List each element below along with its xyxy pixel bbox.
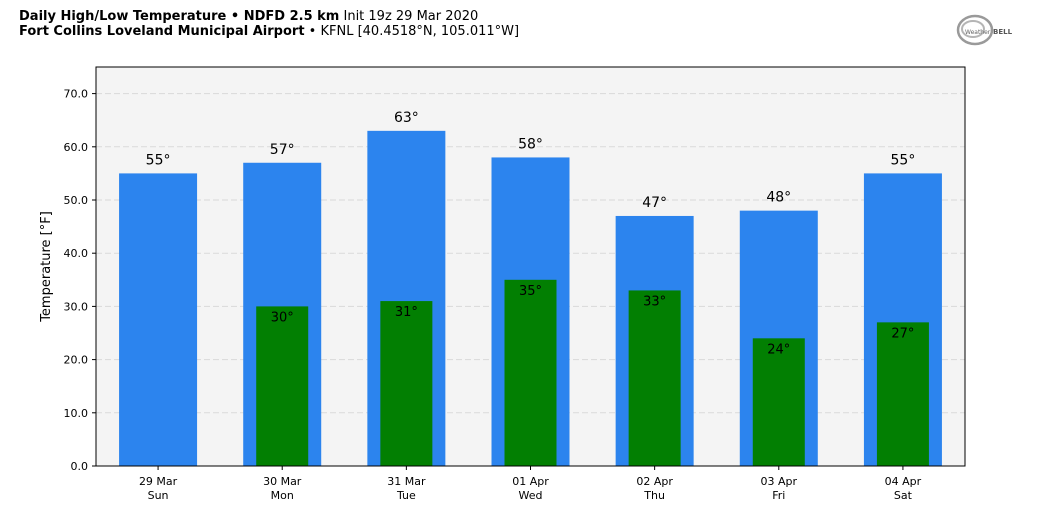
high-temp-bar [119, 173, 198, 466]
y-tick-label: 70.0 [64, 88, 89, 101]
x-tick-weekday: Fri [772, 489, 785, 502]
high-temp-label: 55° [146, 152, 171, 168]
y-axis: 0.0 10.0 20.0 30.0 40.0 50.0 60.0 70.0 [64, 88, 96, 473]
chart-header: Daily High/Low Temperature • NDFD 2.5 km… [19, 9, 519, 39]
x-tick-weekday: Sun [148, 489, 169, 502]
low-temp-label: 33° [643, 294, 666, 309]
y-tick-label: 0.0 [71, 460, 89, 473]
low-temp-label: 31° [395, 305, 418, 320]
x-tick-weekday: Mon [271, 489, 294, 502]
x-tick-date: 31 Mar [387, 475, 426, 488]
x-tick-date: 29 Mar [139, 475, 178, 488]
x-tick-date: 02 Apr [636, 475, 673, 488]
low-temp-label: 27° [891, 326, 914, 341]
low-temp-bar [380, 301, 433, 466]
x-tick-weekday: Tue [396, 489, 416, 502]
low-temp-bar [752, 338, 805, 466]
low-temp-label: 24° [767, 342, 790, 357]
y-tick-label: 60.0 [64, 141, 89, 154]
low-temp-label: 30° [271, 310, 294, 325]
low-temp-label: 35° [519, 284, 542, 299]
y-tick-label: 20.0 [64, 354, 89, 367]
low-temp-bar [256, 306, 309, 466]
logo-ring-outer [956, 14, 994, 46]
y-tick-label: 30.0 [64, 300, 89, 313]
x-tick-date: 30 Mar [263, 475, 302, 488]
data-labels: 55° 57° 30° 63° 31° 58° 35° 47° 33° 48° 24° 55° 27° [146, 110, 916, 357]
init-time: Init 19z 29 Mar 2020 [343, 9, 479, 24]
y-tick-label: 50.0 [64, 194, 89, 207]
x-tick-date: 04 Apr [885, 475, 922, 488]
high-temp-label: 55° [891, 152, 916, 168]
y-tick-label: 10.0 [64, 407, 89, 420]
x-tick-weekday: Sat [894, 489, 913, 502]
logo-ring-inner [961, 20, 985, 38]
high-temp-label: 47° [642, 195, 667, 211]
logo-text-right: BELL [993, 28, 1013, 36]
low-temp-bar [628, 290, 681, 466]
title-line: Daily High/Low Temperature • NDFD 2.5 km… [19, 9, 519, 24]
high-temp-label: 48° [766, 190, 791, 206]
bars-group [119, 130, 942, 466]
high-temp-label: 58° [518, 136, 543, 152]
low-temp-bar [876, 322, 929, 466]
high-temp-label: 63° [394, 110, 419, 126]
x-tick-weekday: Thu [643, 489, 665, 502]
x-tick-date: 01 Apr [512, 475, 549, 488]
chart-title: Daily High/Low Temperature • NDFD 2.5 km [19, 9, 340, 24]
low-temp-bar [504, 279, 557, 466]
high-temp-label: 57° [270, 142, 295, 158]
x-tick-date: 03 Apr [761, 475, 798, 488]
y-axis-label: Temperature [°F] [39, 211, 54, 323]
logo-text-left: Weather [965, 29, 991, 36]
weatherbell-logo: Weather BELL [956, 14, 1013, 46]
location-coords: • KFNL [40.4518°N, 105.011°W] [308, 24, 520, 39]
location-line: Fort Collins Loveland Municipal Airport … [19, 24, 519, 39]
y-tick-label: 40.0 [64, 247, 89, 260]
x-tick-weekday: Wed [519, 489, 543, 502]
location-name: Fort Collins Loveland Municipal Airport [19, 24, 305, 39]
